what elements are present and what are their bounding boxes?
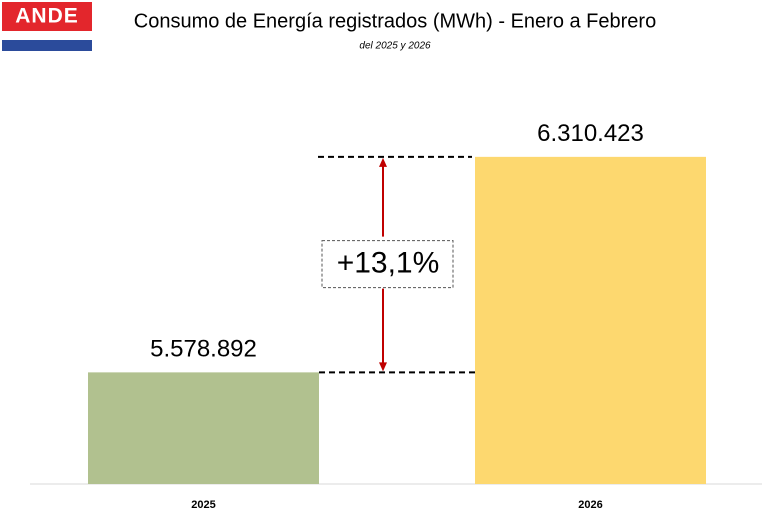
chart-title: Consumo de Energía registrados (MWh) - E… [134,10,656,32]
logo-blue-band [2,40,92,51]
annotation: +13,1% [337,247,440,280]
logo-text: ANDE [15,5,79,28]
value-label: 5.578.892 [150,336,257,363]
bar [88,372,319,484]
x-tick-label: 2026 [578,499,602,511]
chart-subtitle: del 2025 y 2026 [359,41,431,52]
annotation-box [321,240,454,289]
arrow-head [379,362,387,372]
logo-red-band [2,2,92,31]
bar [475,156,706,484]
x-tick-label: 2025 [191,499,215,511]
value-label: 6.310.423 [537,120,644,147]
logo: ANDE [2,2,92,51]
arrow-head [379,157,387,167]
